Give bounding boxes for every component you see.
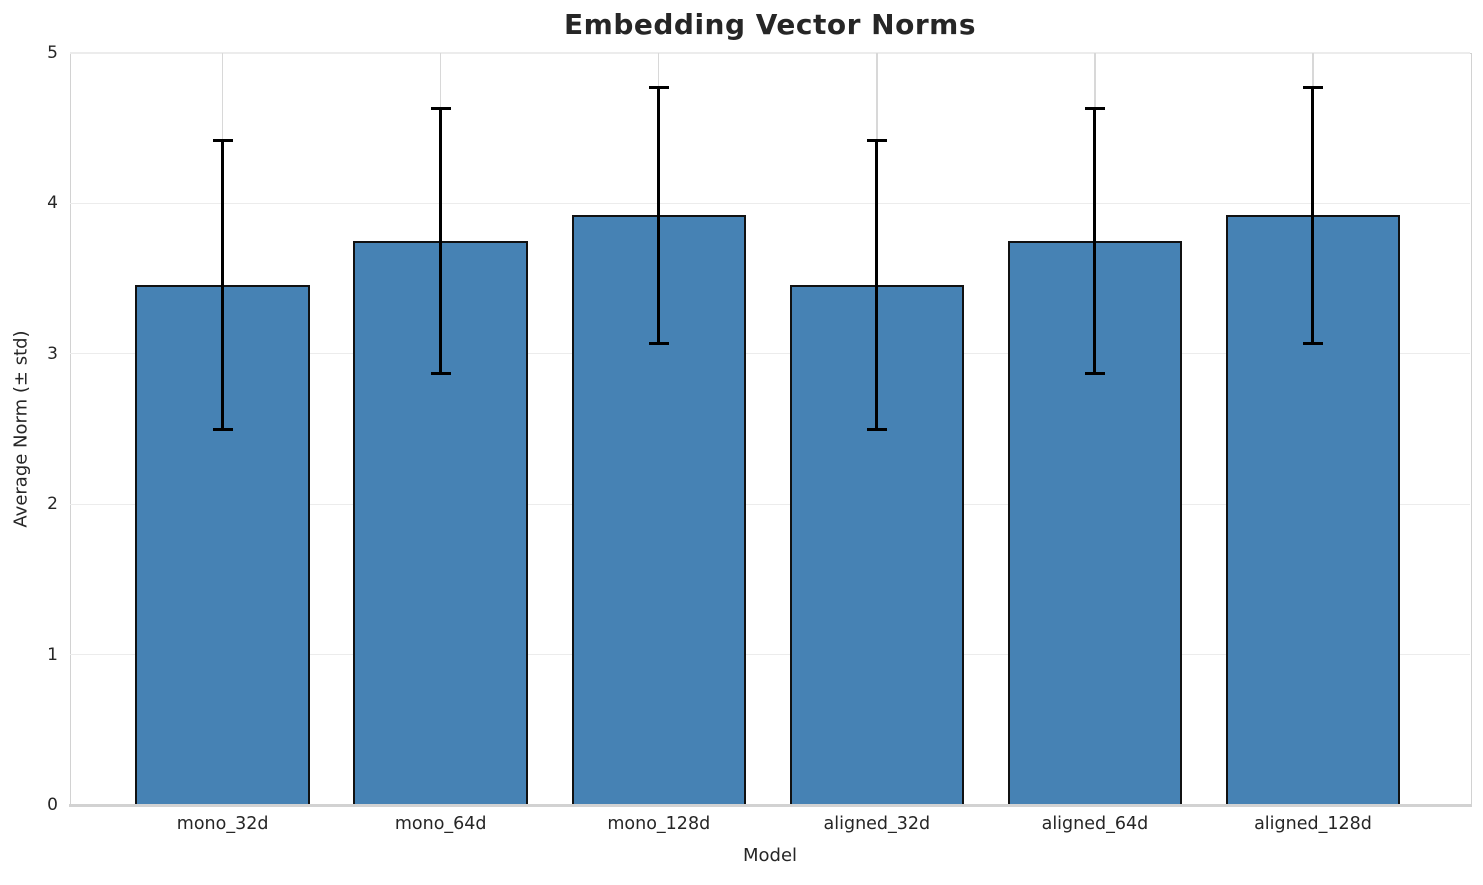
y-tick-label: 2	[47, 494, 58, 515]
error-cap-top-mono_64d	[430, 107, 451, 111]
error-cap-bottom-mono_32d	[212, 427, 233, 431]
x-tick-label-mono_32d: mono_32d	[176, 814, 269, 834]
error-bar-aligned_64d	[1093, 108, 1097, 374]
x-tick-label-aligned_128d: aligned_128d	[1254, 814, 1372, 834]
y-gridline	[70, 52, 1470, 54]
x-tick-label-aligned_32d: aligned_32d	[823, 814, 931, 834]
x-axis-spine	[69, 804, 1471, 807]
y-gridline	[70, 653, 1470, 656]
y-gridline	[70, 202, 1470, 205]
y-gridline	[70, 503, 1470, 505]
error-cap-bottom-aligned_128d	[1302, 341, 1323, 345]
error-bar-mono_32d	[221, 140, 225, 429]
x-axis-label: Model	[742, 845, 798, 866]
x-tick-label-mono_64d: mono_64d	[394, 814, 487, 834]
error-cap-top-aligned_64d	[1084, 107, 1105, 111]
error-cap-top-mono_32d	[212, 138, 233, 142]
error-cap-bottom-aligned_32d	[866, 427, 887, 431]
y-gridline	[70, 353, 1470, 355]
error-cap-bottom-aligned_64d	[1084, 371, 1105, 375]
y-tick-label: 1	[47, 644, 58, 665]
error-cap-top-aligned_128d	[1302, 86, 1323, 90]
error-cap-bottom-mono_64d	[430, 371, 451, 375]
x-tick-label-aligned_64d: aligned_64d	[1041, 814, 1149, 834]
error-cap-top-mono_128d	[648, 86, 669, 90]
error-bar-aligned_32d	[875, 140, 879, 429]
error-bar-mono_128d	[657, 87, 661, 344]
chart-title: Embedding Vector Norms	[564, 8, 976, 41]
error-bar-mono_64d	[439, 108, 443, 374]
y-tick-label: 3	[47, 343, 58, 364]
x-tick-label-mono_128d: mono_128d	[607, 814, 711, 834]
y-tick-label: 0	[47, 795, 58, 815]
error-cap-bottom-mono_128d	[648, 341, 669, 345]
error-bar-aligned_128d	[1311, 87, 1315, 344]
y-tick-label: 5	[47, 43, 58, 63]
y-tick-label: 4	[47, 193, 58, 214]
error-cap-top-aligned_32d	[866, 138, 887, 142]
